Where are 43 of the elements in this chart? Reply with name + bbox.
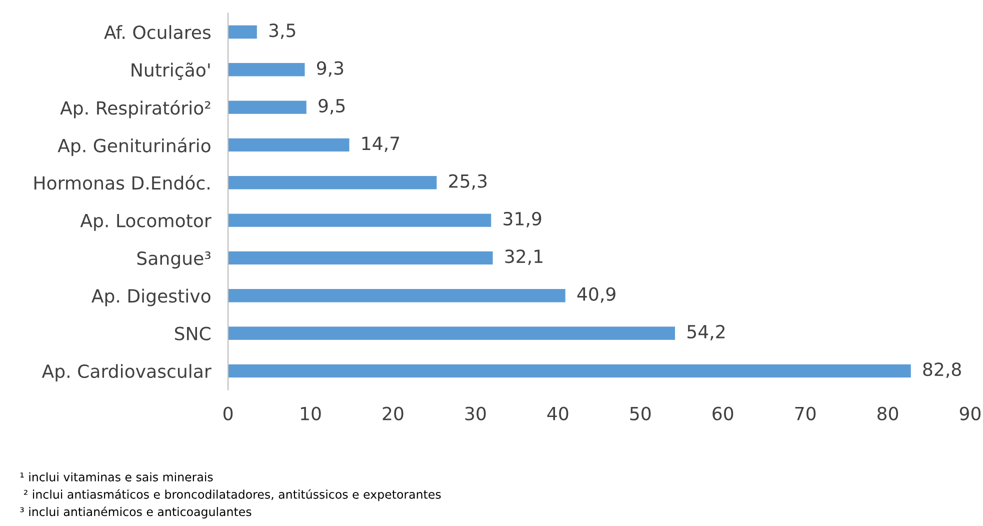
x-tick-label: 70: [795, 406, 816, 420]
y-tick-label: Ap. Geniturinário: [58, 138, 210, 156]
data-label: 82,8: [923, 362, 961, 378]
x-tick-label: 50: [630, 406, 651, 420]
y-tick-label: Hormonas D.Endóc.: [34, 175, 210, 190]
y-tick-label: Af. Oculares: [104, 25, 211, 40]
bar: [228, 251, 493, 265]
text: ³ inclui antianémicos e anticoagulantes: [20, 506, 252, 518]
data-label: 9,3: [316, 61, 344, 77]
y-tick-label: Ap. Digestivo: [92, 288, 210, 306]
y-tick-label: Ap. Locomotor: [80, 214, 212, 231]
x-tick-label: 80: [877, 406, 898, 420]
y-tick-label: Sangue³: [137, 251, 210, 269]
data-label: 9,5: [318, 98, 345, 114]
bar: [228, 364, 911, 378]
x-tick-label: 90: [960, 406, 981, 420]
data-label: 40,9: [577, 287, 616, 303]
x-tick-label: 40: [547, 406, 568, 420]
bar: [228, 289, 566, 302]
x-tick-label: 60: [712, 406, 734, 420]
data-label: 32,1: [505, 250, 542, 266]
x-tick-label: 30: [465, 406, 486, 420]
text: ¹ inclui vitaminas e sais minerais: [20, 472, 213, 482]
bar: [228, 63, 305, 76]
text: ² inclui antiasmáticos e broncodilatadores, antitússicos e expetorantes: [24, 489, 441, 502]
data-label: 31,9: [504, 212, 542, 228]
x-tick-label: 20: [382, 406, 404, 420]
bar: [228, 176, 437, 190]
y-tick-label: SNC: [175, 326, 210, 340]
bar: [228, 138, 350, 152]
y-tick-label: Ap. Cardiovascular: [42, 364, 212, 382]
data-label: 25,3: [449, 174, 487, 190]
data-label: 14,7: [362, 136, 400, 152]
y-tick-label: Nutrição': [132, 62, 210, 80]
data-label: 54,2: [688, 324, 725, 340]
bar: [228, 25, 257, 39]
bar: [228, 100, 306, 114]
data-label: 3,5: [269, 24, 296, 40]
x-tick-label: 0: [224, 406, 233, 420]
bar: [228, 214, 492, 227]
y-tick-label: Ap. Respiratório²: [60, 100, 210, 118]
bar: [228, 326, 676, 340]
x-tick-label: 10: [301, 406, 321, 420]
